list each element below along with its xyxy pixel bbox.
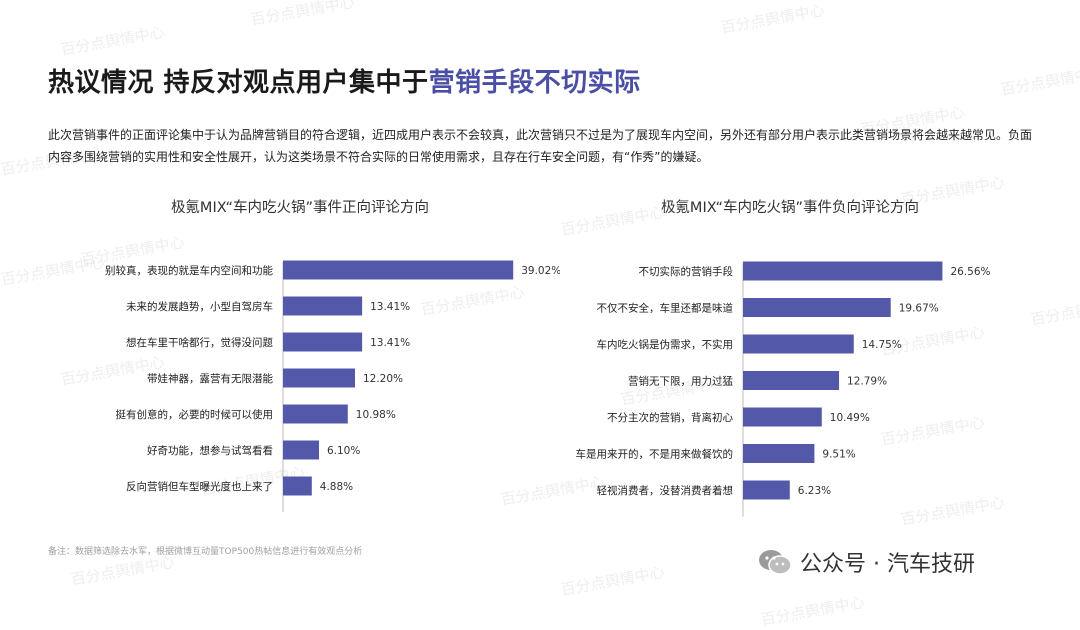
positive-chart-plot: 别较真，表现的就是车内空间和功能 39.02% 未来的发展趋势，小型自驾房车 13.4… (105, 260, 560, 512)
watermark-text: 百分点舆情中心 (719, 1, 826, 37)
negative-chart-plot: 不切实际的营销手段 26.56% 不仅不安全，车里还都是味道 19.67% 车内吃火锅是… (576, 261, 991, 517)
category-label: 未来的发展趋势，小型自驾房车 (126, 300, 273, 313)
watermark-text: 百分点舆情中心 (999, 63, 1080, 99)
bar (283, 476, 312, 496)
watermark-text: 百分点舆情中心 (559, 563, 666, 599)
bar (743, 261, 943, 281)
negative-chart-title: 极氪MIX“车内吃火锅”事件负向评论方向 (660, 200, 920, 216)
page-title-highlight: 营销手段不切实际 (428, 68, 641, 98)
bar (743, 298, 891, 317)
data-label: 10.98% (356, 409, 396, 421)
footnote: 备注：数据筛选除去水军，根据微博互动量TOP500热帖信息进行有效观点分析 (48, 547, 363, 557)
wechat-icon (759, 550, 792, 575)
page-title-main: 热议情况 持反对观点用户集中于 (48, 68, 429, 98)
category-label: 轻视消费者，没替消费者着想 (597, 484, 734, 497)
category-label: 想在车里干啥都行，觉得没问题 (126, 336, 273, 349)
bar (743, 480, 790, 500)
bar (283, 404, 348, 424)
category-label: 不仅不安全，车里还都是味道 (597, 302, 734, 315)
watermark-text: 百分点舆情中心 (59, 23, 166, 59)
category-label: 反向营销但车型曝光度也上来了 (126, 480, 273, 493)
bar (283, 296, 363, 316)
summary-text: 此次营销事件的正面评论集中于认为品牌营销目的符合逻辑，近四成用户表示不会较真，此… (48, 128, 1033, 164)
bar (283, 368, 355, 388)
positive-chart-title: 极氪MIX“车内吃火锅”事件正向评论方向 (170, 200, 430, 216)
category-label: 不分主次的营销，背离初心 (607, 411, 733, 424)
category-label: 带娃神器，露营有无限潜能 (147, 372, 273, 385)
category-label: 不切实际的营销手段 (639, 265, 734, 278)
data-label: 6.10% (327, 445, 360, 457)
bar (283, 260, 514, 280)
bar (283, 332, 363, 352)
brand-footer: 公众号 · 汽车技研 (758, 546, 975, 578)
data-label: 39.02% (521, 265, 560, 277)
category-label: 挺有创意的，必要的时候可以使用 (116, 408, 274, 421)
bar (743, 444, 815, 463)
bar (743, 407, 822, 427)
category-label: 车是用来开的，不是用来做餐饮的 (576, 448, 734, 461)
data-label: 4.88% (320, 481, 353, 493)
negative-chart: 极氪MIX“车内吃火锅”事件负向评论方向 不切实际的营销手段 26.56% 不仅不安… (540, 196, 1040, 526)
bar (743, 334, 854, 354)
data-label: 13.41% (370, 337, 410, 349)
data-label: 26.56% (950, 266, 990, 278)
bar (743, 371, 840, 390)
page-title: 热议情况 持反对观点用户集中于营销手段不切实际 (48, 62, 641, 99)
category-label: 车内吃火锅是伪需求，不实用 (597, 338, 734, 351)
category-label: 营销无下限，用力过猛 (628, 375, 733, 388)
brand-text: 公众号 · 汽车技研 (800, 552, 975, 577)
data-label: 12.20% (363, 373, 403, 385)
data-label: 19.67% (899, 303, 939, 315)
data-label: 6.23% (798, 485, 831, 497)
watermark-text: 百分点舆情中心 (759, 593, 866, 629)
positive-chart: 极氪MIX“车内吃火锅”事件正向评论方向 别较真，表现的就是车内空间和功能 39.… (40, 196, 560, 526)
data-label: 12.79% (847, 376, 887, 388)
category-label: 别较真，表现的就是车内空间和功能 (105, 264, 273, 277)
data-label: 10.49% (830, 412, 870, 424)
watermark-text: 百分点舆情中心 (249, 0, 356, 29)
data-label: 14.75% (862, 339, 902, 351)
data-label: 13.41% (370, 301, 410, 313)
category-label: 好奇功能，想参与试驾看看 (147, 444, 273, 457)
data-label: 9.51% (822, 449, 855, 461)
bar (283, 440, 319, 460)
